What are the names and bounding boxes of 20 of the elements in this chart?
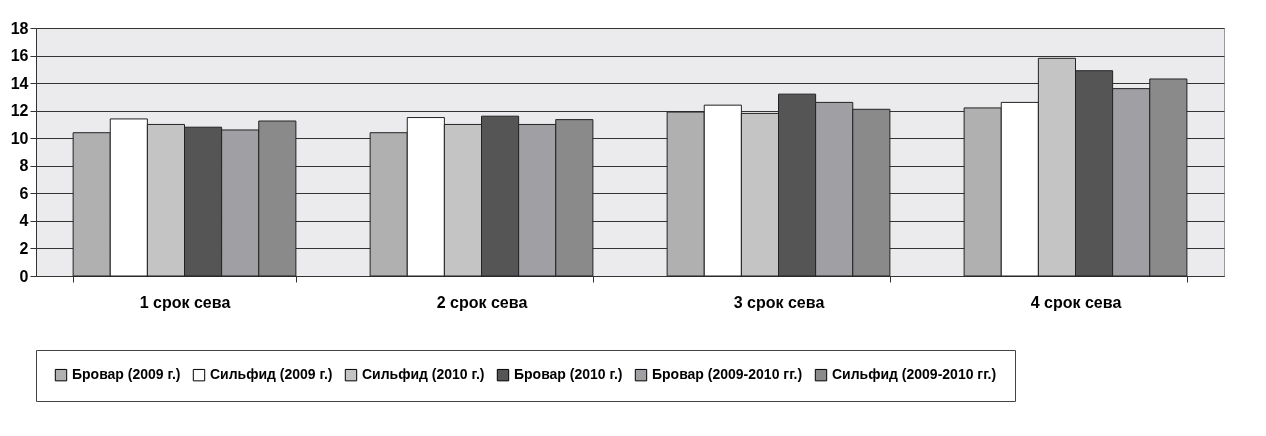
y-tick-label: 8	[19, 157, 29, 175]
legend-label: Бровар (2009 г.)	[72, 366, 181, 383]
y-tick-label: 4	[19, 212, 29, 230]
x-tick-label: 3 срок сева	[733, 293, 825, 311]
legend-label: Бровар (2009-2010 гг.)	[652, 366, 803, 383]
y-tick-label: 0	[19, 267, 29, 285]
y-tick-label: 10	[10, 129, 29, 147]
legend-label: Сильфид (2010 г.)	[362, 366, 485, 383]
x-tick-label: 4 срок сева	[1030, 293, 1122, 311]
y-tick-label: 12	[10, 102, 29, 120]
y-tick-label: 6	[19, 184, 29, 202]
legend-label: Бровар (2010 г.)	[514, 366, 623, 383]
x-tick-label: 2 срок сева	[436, 293, 528, 311]
y-tick-label: 18	[10, 19, 29, 37]
y-tick-label: 14	[10, 74, 29, 92]
y-tick-label: 16	[10, 47, 29, 65]
x-tick-label: 1 срок сева	[139, 293, 231, 311]
legend-label: Сильфид (2009 г.)	[210, 366, 333, 383]
legend-label: Сильфид (2009-2010 гг.)	[832, 366, 997, 383]
y-tick-label: 2	[19, 239, 29, 257]
